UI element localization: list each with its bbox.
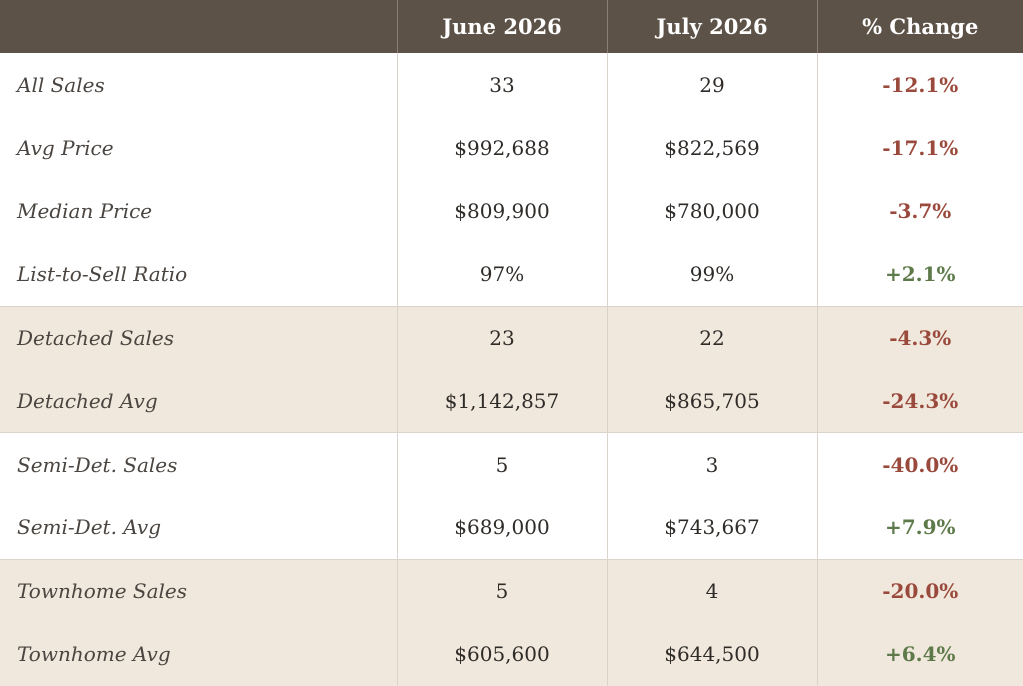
- july-value: 99%: [606, 242, 817, 307]
- change-value: -17.1%: [816, 116, 1023, 180]
- table-row: Semi-Det. Sales 5 3 -40.0%: [0, 432, 1023, 497]
- row-label: All Sales: [0, 53, 397, 117]
- header-june-cell: June 2026: [396, 0, 607, 53]
- header-july-cell: July 2026: [606, 0, 817, 53]
- june-value: 97%: [396, 242, 607, 307]
- table-row: List-to-Sell Ratio 97% 99% +2.1%: [0, 242, 1023, 307]
- row-label: Semi-Det. Avg: [0, 496, 397, 560]
- july-value: $644,500: [606, 622, 817, 686]
- row-label: Detached Sales: [0, 305, 397, 370]
- change-value: -20.0%: [816, 558, 1023, 623]
- july-value: 22: [606, 305, 817, 370]
- group-semi-detached: Semi-Det. Sales 5 3 -40.0% Semi-Det. Avg…: [0, 432, 1023, 560]
- table-row: All Sales 33 29 -12.1%: [0, 53, 1023, 117]
- row-label: Townhome Avg: [0, 622, 397, 686]
- june-value: $689,000: [396, 496, 607, 560]
- july-value: $743,667: [606, 496, 817, 560]
- table-row: Townhome Sales 5 4 -20.0%: [0, 558, 1023, 623]
- july-value: $865,705: [606, 369, 817, 433]
- change-value: +6.4%: [816, 622, 1023, 686]
- july-value: 29: [606, 53, 817, 117]
- table-row: Townhome Avg $605,600 $644,500 +6.4%: [0, 622, 1023, 686]
- change-value: +7.9%: [816, 496, 1023, 560]
- row-label: Townhome Sales: [0, 558, 397, 623]
- change-value: -12.1%: [816, 53, 1023, 117]
- june-value: $605,600: [396, 622, 607, 686]
- header-change-cell: % Change: [816, 0, 1023, 53]
- table-row: Semi-Det. Avg $689,000 $743,667 +7.9%: [0, 496, 1023, 560]
- group-detached: Detached Sales 23 22 -4.3% Detached Avg …: [0, 305, 1023, 433]
- table-row: Detached Sales 23 22 -4.3%: [0, 305, 1023, 370]
- row-label: Detached Avg: [0, 369, 397, 433]
- table-row: Median Price $809,900 $780,000 -3.7%: [0, 179, 1023, 243]
- july-value: $780,000: [606, 179, 817, 243]
- table-row: Avg Price $992,688 $822,569 -17.1%: [0, 116, 1023, 180]
- group-townhome: Townhome Sales 5 4 -20.0% Townhome Avg $…: [0, 558, 1023, 686]
- row-label: Median Price: [0, 179, 397, 243]
- june-value: 23: [396, 305, 607, 370]
- header-label-cell: [0, 0, 397, 53]
- june-value: $809,900: [396, 179, 607, 243]
- june-value: $1,142,857: [396, 369, 607, 433]
- change-value: -40.0%: [816, 432, 1023, 497]
- june-value: $992,688: [396, 116, 607, 180]
- change-value: -4.3%: [816, 305, 1023, 370]
- july-value: 4: [606, 558, 817, 623]
- june-value: 5: [396, 558, 607, 623]
- header-row: June 2026 July 2026 % Change: [0, 0, 1023, 53]
- table-row: Detached Avg $1,142,857 $865,705 -24.3%: [0, 369, 1023, 433]
- change-value: -3.7%: [816, 179, 1023, 243]
- july-value: 3: [606, 432, 817, 497]
- july-value: $822,569: [606, 116, 817, 180]
- change-value: +2.1%: [816, 242, 1023, 307]
- change-value: -24.3%: [816, 369, 1023, 433]
- june-value: 33: [396, 53, 607, 117]
- row-label: Avg Price: [0, 116, 397, 180]
- row-label: Semi-Det. Sales: [0, 432, 397, 497]
- row-label: List-to-Sell Ratio: [0, 242, 397, 307]
- june-value: 5: [396, 432, 607, 497]
- group-all: All Sales 33 29 -12.1% Avg Price $992,68…: [0, 53, 1023, 307]
- table-header: June 2026 July 2026 % Change: [0, 0, 1023, 53]
